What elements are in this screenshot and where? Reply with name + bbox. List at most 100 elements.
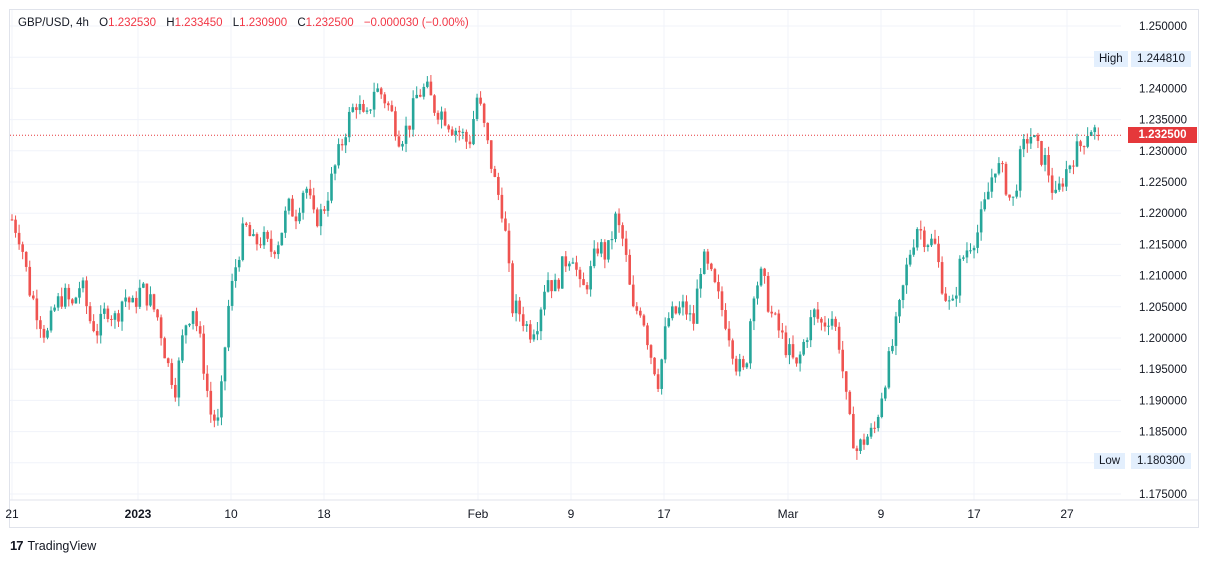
candle-down [340, 144, 344, 146]
candle-up [351, 107, 355, 112]
candle-up [333, 165, 337, 174]
candle-down [468, 141, 472, 145]
candle-down [458, 130, 461, 133]
candle-up [326, 200, 330, 211]
candle-down [85, 280, 88, 307]
price-tick-label: 1.215000 [1139, 239, 1187, 251]
candle-down [521, 314, 525, 326]
candle-up [131, 297, 134, 303]
candle-down [489, 140, 493, 169]
candle-up [805, 340, 809, 342]
candle-down [777, 313, 781, 331]
candle-up [695, 288, 699, 324]
candle-down [379, 88, 383, 95]
candle-down [766, 275, 770, 312]
candle-down [1026, 139, 1029, 144]
candle-down [621, 225, 624, 239]
candle-up [422, 86, 426, 97]
candle-down [1004, 163, 1008, 195]
candle-up [880, 398, 884, 418]
candle-down [21, 244, 24, 252]
symbol-name[interactable]: GBP/USD [18, 17, 70, 29]
candle-up [358, 103, 362, 111]
candle-up [276, 245, 280, 255]
candle-up [976, 232, 979, 248]
low-label: L [232, 17, 240, 29]
candle-up [571, 262, 575, 264]
period-low-value-tag: 1.180300 [1131, 453, 1191, 469]
candle-down [837, 326, 841, 350]
candle-up [979, 209, 983, 233]
candle-down [1001, 163, 1004, 165]
candle-up [319, 209, 323, 227]
candle-down [60, 296, 63, 307]
candle-down [486, 122, 489, 141]
grid-lines [10, 10, 1198, 501]
candle-up [337, 144, 340, 166]
candle-up [752, 298, 756, 322]
candle-up [514, 300, 518, 314]
candle-up [600, 242, 603, 254]
candle-up [1018, 149, 1022, 191]
candle-down [940, 262, 944, 294]
candle-down [575, 262, 578, 270]
tradingview-brand[interactable]: 17 TradingView [10, 538, 96, 553]
time-axis[interactable]: 21 2023 10 18 Feb 9 17 Mar 9 17 27 [5, 507, 1074, 521]
candle-down [674, 306, 678, 314]
candle-down [529, 324, 532, 340]
candle-up [891, 345, 894, 352]
candle-down [323, 209, 326, 211]
candle-down [106, 308, 110, 319]
candle-down [706, 251, 710, 264]
candle-up [330, 173, 333, 201]
candle-up [454, 130, 458, 135]
candle-down [617, 213, 621, 226]
candle-down [642, 315, 646, 326]
candle-up [955, 295, 958, 299]
candle-down [1097, 135, 1100, 137]
candle-down [710, 263, 713, 270]
candle-up [962, 257, 965, 259]
candle-up [74, 297, 78, 304]
candle-down [166, 358, 170, 364]
candle-up [53, 307, 56, 311]
candle-up [216, 417, 220, 421]
candle-down [504, 218, 507, 231]
candle-down [447, 125, 450, 130]
candle-down [291, 198, 294, 217]
candle-down [479, 97, 482, 104]
candle-up [1022, 139, 1026, 150]
symbol-legend: GBP/USD, 4h O1.232530 H1.233450 L1.23090… [18, 17, 469, 29]
candle-down [1008, 194, 1011, 198]
candle-down [844, 371, 848, 392]
candle-down [71, 299, 74, 304]
candle-down [383, 94, 387, 104]
candle-up [63, 287, 67, 307]
candle-down [316, 209, 319, 227]
candle-down [500, 194, 504, 219]
candle-up [1086, 136, 1089, 147]
candle-up [972, 247, 976, 251]
price-axis[interactable]: 1.2500001.2450001.2400001.2350001.230000… [1139, 21, 1187, 501]
candle-up [756, 285, 759, 299]
candle-up [681, 301, 685, 308]
candle-down [781, 330, 784, 333]
price-tick-label: 1.235000 [1139, 115, 1187, 127]
interval-label[interactable]: 4h [76, 17, 89, 29]
candle-up [663, 326, 667, 360]
candle-up [252, 234, 255, 237]
candle-up [1065, 169, 1068, 187]
time-tick-label: Feb [468, 507, 489, 521]
candle-up [905, 264, 908, 286]
candle-up [688, 313, 692, 315]
candle-down [387, 103, 390, 106]
candle-down [195, 311, 198, 327]
candle-down [436, 112, 440, 120]
candle-up [607, 240, 610, 260]
candle-down [713, 269, 717, 283]
candle-down [1082, 146, 1086, 148]
candle-up [287, 198, 291, 211]
open-value: 1.232530 [108, 17, 157, 29]
candle-up [660, 359, 663, 389]
